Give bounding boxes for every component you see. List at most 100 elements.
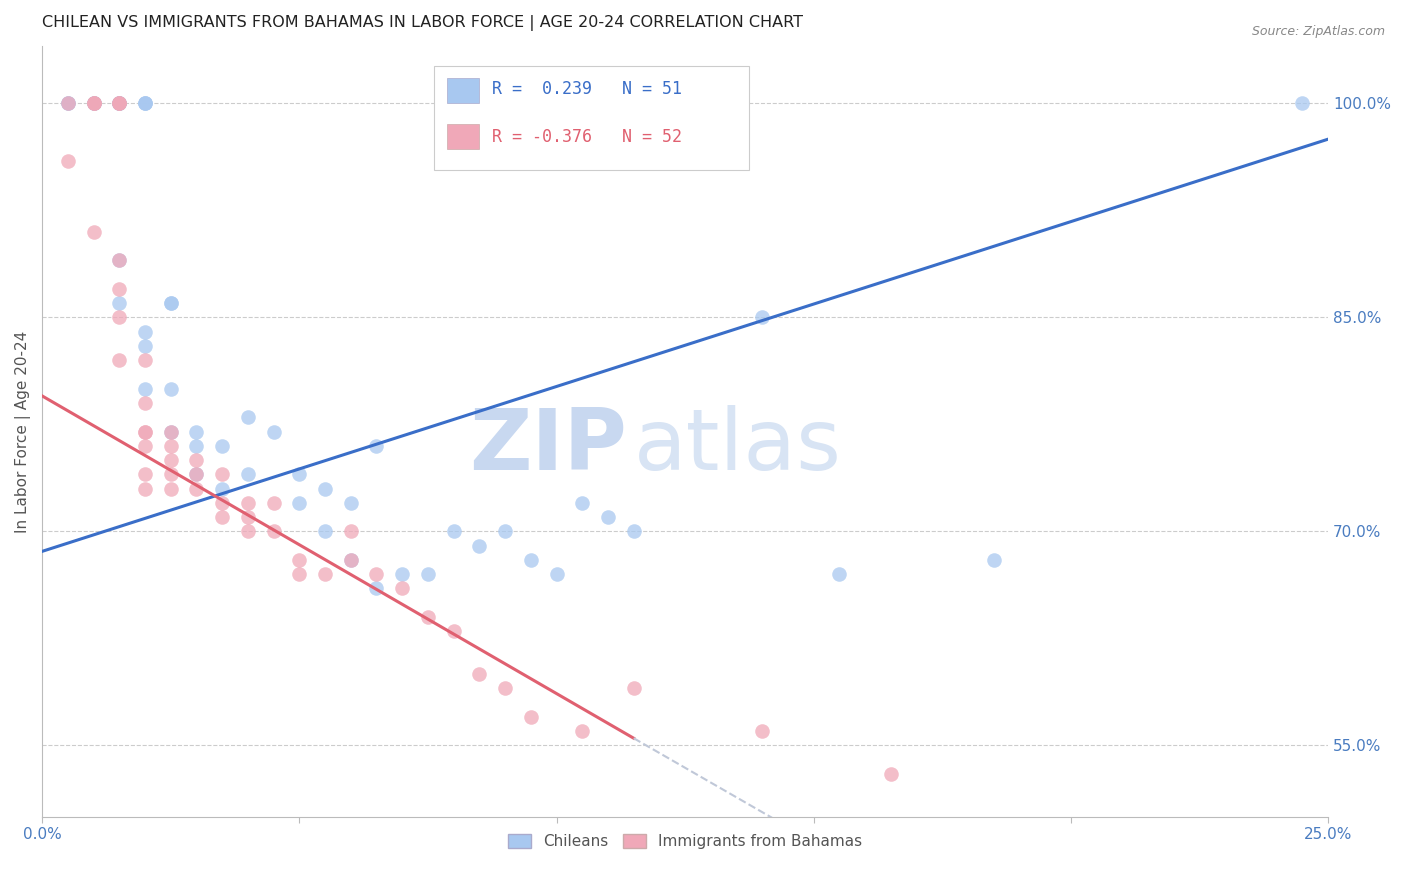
Point <box>108 353 131 368</box>
Point <box>596 510 619 524</box>
Y-axis label: In Labor Force | Age 20-24: In Labor Force | Age 20-24 <box>15 330 31 533</box>
Point <box>134 425 156 439</box>
Point <box>134 96 156 111</box>
Point <box>83 96 105 111</box>
Point <box>623 681 645 696</box>
Point <box>83 96 105 111</box>
Point <box>159 382 181 396</box>
Point <box>83 96 105 111</box>
Point <box>443 624 465 639</box>
Text: R = -0.376   N = 52: R = -0.376 N = 52 <box>492 128 682 146</box>
Point <box>288 567 311 582</box>
Legend: Chileans, Immigrants from Bahamas: Chileans, Immigrants from Bahamas <box>502 828 869 855</box>
Point <box>236 524 259 539</box>
Point <box>108 96 131 111</box>
Point <box>159 425 181 439</box>
Point <box>366 582 388 596</box>
Point <box>56 96 79 111</box>
Point <box>983 553 1005 567</box>
Point <box>108 96 131 111</box>
Point <box>83 96 105 111</box>
Point <box>751 724 773 739</box>
Point <box>263 425 285 439</box>
Point <box>623 524 645 539</box>
Point <box>134 439 156 453</box>
Text: CHILEAN VS IMMIGRANTS FROM BAHAMAS IN LABOR FORCE | AGE 20-24 CORRELATION CHART: CHILEAN VS IMMIGRANTS FROM BAHAMAS IN LA… <box>42 15 803 31</box>
Point <box>134 425 156 439</box>
Point <box>83 96 105 111</box>
Point <box>134 467 156 482</box>
Point <box>159 425 181 439</box>
Point <box>288 467 311 482</box>
Point <box>211 496 233 510</box>
Point <box>1291 96 1313 111</box>
Point <box>211 510 233 524</box>
FancyBboxPatch shape <box>434 66 749 169</box>
Point <box>339 553 361 567</box>
Point <box>263 496 285 510</box>
Point <box>494 524 516 539</box>
Point <box>546 567 568 582</box>
Point <box>83 225 105 239</box>
Point <box>236 410 259 425</box>
Text: R =  0.239   N = 51: R = 0.239 N = 51 <box>492 79 682 98</box>
Point <box>443 524 465 539</box>
Point <box>186 467 208 482</box>
Point <box>159 467 181 482</box>
Point <box>880 767 903 781</box>
Point <box>159 296 181 310</box>
Point <box>468 539 491 553</box>
Point <box>108 253 131 268</box>
Point <box>56 153 79 168</box>
Point <box>339 553 361 567</box>
Point <box>159 296 181 310</box>
Point <box>159 453 181 467</box>
Point <box>211 482 233 496</box>
Point <box>288 553 311 567</box>
Point <box>314 524 336 539</box>
Text: atlas: atlas <box>634 406 842 489</box>
Point <box>186 467 208 482</box>
Point <box>186 453 208 467</box>
Point <box>108 282 131 296</box>
Point <box>520 710 543 724</box>
Point <box>571 724 593 739</box>
Point <box>186 425 208 439</box>
Point <box>366 567 388 582</box>
Point <box>108 96 131 111</box>
Point <box>134 382 156 396</box>
Point <box>108 96 131 111</box>
Point <box>828 567 851 582</box>
Point <box>314 482 336 496</box>
Point <box>134 325 156 339</box>
Bar <box>447 124 479 149</box>
Point <box>186 439 208 453</box>
Point <box>108 96 131 111</box>
Point <box>416 610 439 624</box>
Point <box>108 296 131 310</box>
Point <box>56 96 79 111</box>
Point <box>366 439 388 453</box>
Point <box>108 310 131 325</box>
Point <box>494 681 516 696</box>
Point <box>134 96 156 111</box>
Point <box>56 96 79 111</box>
Point <box>236 510 259 524</box>
Point <box>159 439 181 453</box>
Point <box>134 482 156 496</box>
Text: Source: ZipAtlas.com: Source: ZipAtlas.com <box>1251 25 1385 38</box>
Point <box>263 524 285 539</box>
Point <box>416 567 439 582</box>
Point <box>211 467 233 482</box>
Point <box>211 439 233 453</box>
Point <box>134 339 156 353</box>
Point <box>468 667 491 681</box>
Point <box>134 396 156 410</box>
Point <box>339 496 361 510</box>
Point <box>520 553 543 567</box>
Point <box>236 496 259 510</box>
Point <box>236 467 259 482</box>
Point <box>108 96 131 111</box>
Point <box>288 496 311 510</box>
Point <box>108 253 131 268</box>
